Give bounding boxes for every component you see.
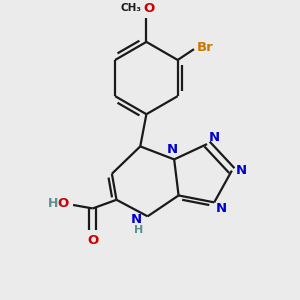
Text: O: O <box>143 2 155 15</box>
Text: CH₃: CH₃ <box>121 4 142 14</box>
Text: O: O <box>58 197 69 210</box>
Text: Br: Br <box>196 41 213 54</box>
Text: N: N <box>209 131 220 144</box>
Text: H: H <box>48 197 58 210</box>
Text: O: O <box>87 234 98 247</box>
Text: N: N <box>167 143 178 156</box>
Text: N: N <box>131 214 142 226</box>
Text: H: H <box>134 225 143 235</box>
Text: N: N <box>236 164 247 177</box>
Text: N: N <box>216 202 227 215</box>
